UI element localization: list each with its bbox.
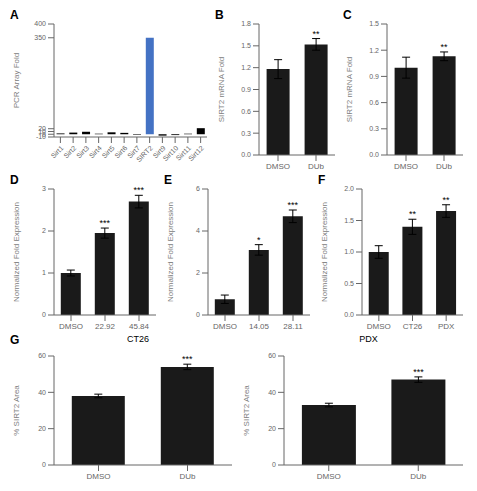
svg-text:4: 4 <box>196 227 200 234</box>
svg-text:Sirt12: Sirt12 <box>187 144 205 162</box>
svg-text:1.0: 1.0 <box>344 248 354 255</box>
svg-text:60: 60 <box>268 352 276 359</box>
svg-text:DUb: DUb <box>436 162 453 171</box>
svg-text:6: 6 <box>196 185 200 192</box>
svg-text:400: 400 <box>34 20 46 27</box>
svg-text:PDX: PDX <box>438 322 455 331</box>
svg-text:***: *** <box>100 218 111 228</box>
html-text:B: B <box>215 8 224 22</box>
svg-text:**: ** <box>313 29 321 39</box>
svg-text:14.05: 14.05 <box>249 322 270 331</box>
svg-text:0.3: 0.3 <box>241 130 251 137</box>
svg-text:0: 0 <box>272 461 276 468</box>
svg-text:**: ** <box>443 195 451 205</box>
svg-text:2.0: 2.0 <box>344 185 354 192</box>
svg-text:% SIRT2 Area: % SIRT2 Area <box>242 385 251 436</box>
svg-text:Normalized Fold Expression: Normalized Fold Expression <box>320 202 329 302</box>
svg-text:0.0: 0.0 <box>344 311 354 318</box>
svg-text:DUb: DUb <box>410 472 427 481</box>
svg-text:0.0: 0.0 <box>241 151 251 158</box>
svg-text:DMSO: DMSO <box>59 322 83 331</box>
html-text:CT26: CT26 <box>127 334 149 344</box>
svg-text:22.92: 22.92 <box>95 322 116 331</box>
svg-text:350: 350 <box>34 34 46 41</box>
html-text:PDX: PDX <box>359 334 378 344</box>
svg-text:DUb: DUb <box>179 472 196 481</box>
svg-text:2: 2 <box>196 269 200 276</box>
svg-text:1.5: 1.5 <box>241 42 251 49</box>
svg-text:Sirt2: Sirt2 <box>62 144 77 159</box>
svg-text:0: 0 <box>42 311 46 318</box>
svg-text:Sirt11: Sirt11 <box>174 144 193 162</box>
svg-text:0.9: 0.9 <box>241 86 251 93</box>
svg-text:60: 60 <box>38 352 46 359</box>
svg-text:Sirt6: Sirt6 <box>113 144 128 159</box>
svg-text:% SIRT2 Area: % SIRT2 Area <box>12 385 21 436</box>
svg-text:1: 1 <box>42 269 46 276</box>
svg-text:0.6: 0.6 <box>369 99 379 106</box>
svg-text:20: 20 <box>268 425 276 432</box>
svg-text:***: *** <box>288 200 299 210</box>
svg-text:**: ** <box>441 42 449 52</box>
svg-text:Sirt1: Sirt1 <box>49 144 64 159</box>
svg-text:1.2: 1.2 <box>369 47 379 54</box>
svg-text:Normalized Fold Expression: Normalized Fold Expression <box>166 202 175 302</box>
svg-text:40: 40 <box>38 389 46 396</box>
svg-text:1.2: 1.2 <box>241 64 251 71</box>
svg-text:*: * <box>257 235 261 245</box>
svg-text:40: 40 <box>268 389 276 396</box>
svg-text:1.8: 1.8 <box>241 20 251 27</box>
html-text:F: F <box>318 173 326 187</box>
html-text:G: G <box>10 333 20 347</box>
svg-text:DUb: DUb <box>308 162 325 171</box>
svg-text:0.3: 0.3 <box>369 125 379 132</box>
svg-text:***: *** <box>134 185 145 195</box>
svg-text:DMSO: DMSO <box>266 162 290 171</box>
svg-text:DMSO: DMSO <box>394 162 418 171</box>
html-text:D: D <box>10 173 19 187</box>
html-text:E: E <box>164 173 172 187</box>
svg-text:SIRT2 mRNA Fold: SIRT2 mRNA Fold <box>217 57 226 123</box>
svg-text:DMSO: DMSO <box>367 322 391 331</box>
svg-text:SIRT2: SIRT2 <box>135 144 154 164</box>
svg-text:2: 2 <box>42 227 46 234</box>
svg-text:**: ** <box>409 209 417 219</box>
html-text:A: A <box>10 8 19 22</box>
svg-text:Sirt7: Sirt7 <box>126 144 142 160</box>
svg-text:20: 20 <box>38 125 46 132</box>
svg-text:***: *** <box>182 354 193 364</box>
html-text:C: C <box>343 8 352 22</box>
svg-text:1.5: 1.5 <box>369 20 379 27</box>
svg-text:PCR Array Fold: PCR Array Fold <box>12 53 21 109</box>
svg-text:0.0: 0.0 <box>369 151 379 158</box>
svg-text:CT26: CT26 <box>403 322 423 331</box>
svg-text:1.5: 1.5 <box>344 217 354 224</box>
svg-text:0: 0 <box>196 311 200 318</box>
svg-text:0.9: 0.9 <box>369 73 379 80</box>
svg-text:Sirt4: Sirt4 <box>88 144 103 159</box>
svg-text:3: 3 <box>42 185 46 192</box>
svg-text:0.6: 0.6 <box>241 108 251 115</box>
svg-text:DMSO: DMSO <box>87 472 111 481</box>
svg-text:Sirt9: Sirt9 <box>151 144 167 160</box>
svg-text:45.84: 45.84 <box>129 322 150 331</box>
svg-text:***: *** <box>413 367 424 377</box>
svg-text:0: 0 <box>42 461 46 468</box>
svg-text:Sirt5: Sirt5 <box>100 144 115 159</box>
svg-text:DMSO: DMSO <box>213 322 237 331</box>
svg-text:Normalized Fold Expression: Normalized Fold Expression <box>12 202 21 302</box>
svg-text:20: 20 <box>38 425 46 432</box>
svg-text:0.5: 0.5 <box>344 280 354 287</box>
svg-text:28.11: 28.11 <box>283 322 303 331</box>
svg-text:Sirt3: Sirt3 <box>75 144 90 159</box>
svg-text:SIRT2 mRNA Fold: SIRT2 mRNA Fold <box>345 57 354 123</box>
svg-text:Sirt10: Sirt10 <box>161 144 180 163</box>
svg-text:DMSO: DMSO <box>317 472 341 481</box>
